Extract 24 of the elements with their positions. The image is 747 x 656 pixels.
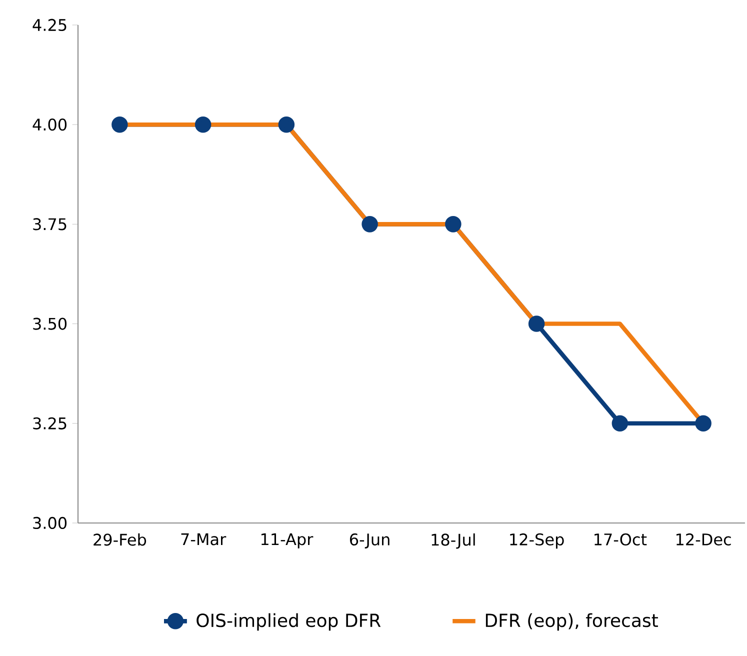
point [612, 415, 628, 432]
point [112, 116, 128, 133]
x-tick-label: 11-Apr [261, 533, 314, 548]
x-tick-label: 18-Jul [432, 533, 475, 549]
point [362, 216, 378, 232]
y-tick-label: 3.75 [33, 218, 66, 230]
x-tick-label: 6-Jun [350, 533, 390, 548]
point [695, 415, 712, 432]
y-tick-label: 4.25 [32, 18, 66, 32]
x-tick-label: 29-Feb [94, 533, 146, 546]
legend-label: OIS-implied eop DFR [196, 613, 381, 631]
y-tick-label: 3.25 [33, 417, 66, 430]
y-tick-label: 3.50 [33, 318, 67, 330]
point [528, 316, 545, 332]
y-tick-label: 4.00 [32, 118, 67, 131]
point [278, 116, 295, 133]
point [445, 216, 462, 232]
x-tick-label: 12-Dec [676, 533, 731, 546]
x-tick-label: 12-Sep [510, 533, 564, 549]
point [194, 116, 212, 133]
legend-label: DFR (eop), forecast [486, 613, 658, 631]
y-tick-label: 3.00 [33, 516, 67, 530]
x-tick-label: 17-Oct [594, 533, 647, 546]
x-tick-label: 7-Mar [181, 533, 226, 546]
